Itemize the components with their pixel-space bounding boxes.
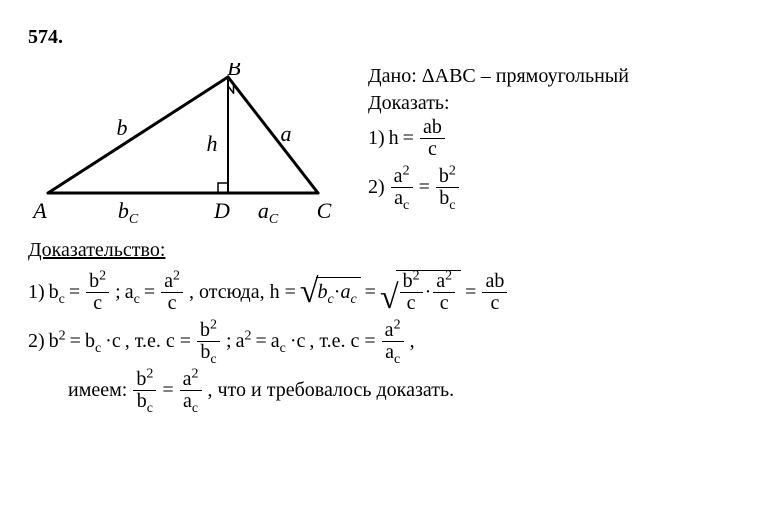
prove-label: Доказать: [368,90,732,117]
svg-text:A: A [31,198,47,223]
p1-hence: , отсюда, h = [189,281,296,304]
proof-line-1: 1) bc = b2 c ; ac = a2 c , отсюда, h = √… [28,270,732,314]
p2-comma: , [410,330,415,353]
p3-right-frac: a2 ac [180,369,202,412]
claim-1-index: 1) [368,125,385,152]
p2-ie: , т.е. c = [125,330,191,353]
equals: = [69,281,80,304]
claim-1-num: ab [420,117,445,139]
svg-text:b: b [117,115,128,140]
claim-1: 1) h = ab c [368,117,732,160]
p1-result-frac: ab c [482,271,507,314]
p1-bc-frac: b2 c [86,271,109,314]
claim-1-den: c [425,139,440,160]
svg-text:C: C [317,198,332,223]
svg-text:D: D [213,198,230,223]
svg-text:bC: bC [118,198,139,223]
p2-dotc2: ·c [290,330,306,353]
equals: = [403,125,414,152]
p1-ac: ac [125,281,140,304]
claim-2-left-frac: a2 ac [391,166,413,209]
p1-ac-frac: a2 c [161,271,183,314]
equals: = [255,330,266,353]
claim-2-left-num: a2 [391,166,413,188]
p2-a2: a2 [236,330,252,353]
p2-b2: b2 [49,330,66,353]
p1-bc: bc [49,281,65,304]
claim-2-right-frac: b2 bc [436,166,459,209]
p2-sep: ; [226,330,232,353]
semicolon: ; [115,281,121,304]
equals: = [70,330,81,353]
svg-text:a: a [281,121,292,146]
top-row: A B C Db a h bC aC Дано: ΔАВС – прямоугольный Д… [28,63,732,223]
equals: = [365,281,376,304]
svg-text:h: h [207,131,218,156]
claim-2-right-den: bc [436,188,458,209]
p3-have: имеем: [68,379,127,402]
p1-index: 1) [28,281,45,304]
p1-sqrt-1: √ bc · ac [300,277,361,308]
figure: A B C Db a h bC aC [28,63,338,223]
p2-ie2: , т.е. c = [309,330,375,353]
proof-line-3: имеем: b2 bc = a2 ac , что и требовалось… [28,369,732,412]
p3-left-frac: b2 bc [133,369,156,412]
p3-qed: , что и требовалось доказать. [208,379,455,402]
claim-2-right-num: b2 [436,166,459,188]
equals: = [419,174,430,201]
givens-column: Дано: ΔАВС – прямоугольный Доказать: 1) … [368,63,732,223]
claim-2-left-den: ac [391,188,412,209]
p1-sqrt-2: √ b2 c · a2 c [380,270,461,314]
p2-frac-b: b2 bc [197,320,220,363]
triangle-diagram: A B C Db a h bC aC [28,63,338,223]
equals: = [144,281,155,304]
svg-text:aC: aC [258,198,279,223]
problem-number: 574. [28,26,732,49]
claim-1-lhs: h [389,125,399,152]
p2-dotc: ·c [105,330,121,353]
given-label: Дано: [368,65,417,87]
given-line: Дано: ΔАВС – прямоугольный [368,63,732,90]
claim-1-fraction: ab c [420,117,445,160]
p2-bc: bc [85,330,101,353]
claim-2: 2) a2 ac = b2 bc [368,166,732,209]
equals: = [465,281,476,304]
given-text: ΔАВС – прямоугольный [422,65,629,87]
equals: = [162,379,173,402]
p2-ac: ac [271,330,286,353]
svg-text:B: B [227,63,240,80]
claim-2-index: 2) [368,174,385,201]
proof-label: Доказательство: [28,239,732,262]
p2-frac-a: a2 ac [382,320,404,363]
p2-index: 2) [28,330,45,353]
proof-line-2: 2) b2 = bc ·c , т.е. c = b2 bc ; a2 = ac… [28,320,732,363]
